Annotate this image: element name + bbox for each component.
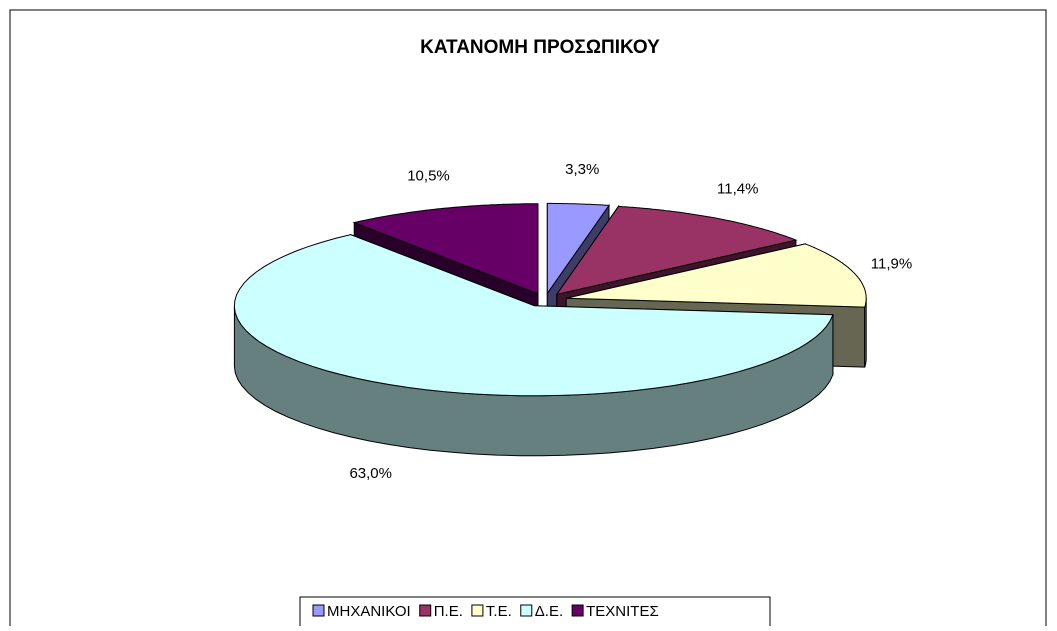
- legend-box: [299, 596, 771, 626]
- slice-top: [352, 203, 539, 295]
- slice-wall: [864, 298, 867, 368]
- legend-label: Δ.Ε.: [535, 603, 563, 620]
- legend: ΜΗΧΑΝΙΚΟΙ Π.Ε. Τ.Ε. Δ.Ε. ΤΕΧΝΙΤΕΣ: [299, 596, 771, 626]
- legend-label: ΤΕΧΝΙΤΕΣ: [586, 603, 659, 620]
- legend-swatch: [571, 604, 584, 617]
- data-label: 3,3%: [565, 161, 599, 178]
- legend-label: Τ.Ε.: [486, 603, 512, 620]
- slice-top: [233, 234, 834, 397]
- legend-label: Π.Ε.: [434, 603, 463, 620]
- data-label: 63,0%: [349, 465, 392, 482]
- legend-swatch: [419, 604, 432, 617]
- pie: 3,3% 11,4% 11,9% 63,0% 10,5%: [233, 161, 912, 482]
- data-label: 11,4%: [717, 181, 758, 198]
- legend-swatch: [312, 604, 325, 617]
- legend-label: ΜΗΧΑΝΙΚΟΙ: [327, 603, 411, 620]
- data-label: 11,9%: [871, 256, 912, 273]
- data-label: 10,5%: [407, 167, 450, 184]
- slice-top: [555, 205, 798, 296]
- slice-top: [546, 202, 610, 295]
- chart-title: ΚΑΤΑΝΟΜΗ ΠΡΟΣΩΠΙΚΟΥ: [420, 37, 660, 58]
- pie-slice: [233, 233, 834, 457]
- legend-swatch: [520, 604, 533, 617]
- legend-swatch: [471, 604, 484, 617]
- slice-top: [566, 243, 867, 308]
